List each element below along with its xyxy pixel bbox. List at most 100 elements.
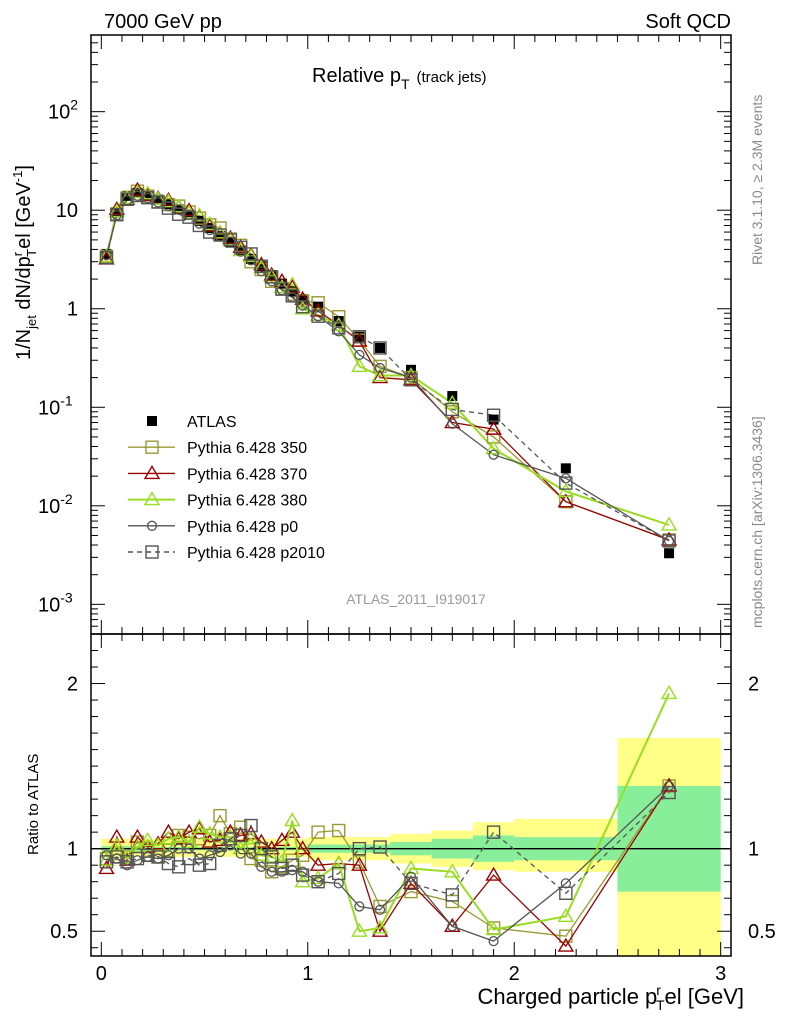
marker-s5-p22: [352, 330, 367, 344]
marker-s3-p1: [108, 203, 126, 218]
marker-s0-p10: [204, 222, 215, 233]
ratio-marker-s1-p17: [273, 832, 291, 847]
ratio-marker-s4-p24: [404, 876, 418, 891]
ratio-marker-s2-p7: [170, 828, 187, 843]
marker-s4-p0: [101, 249, 112, 261]
marker-s5-p12: [223, 233, 238, 247]
ratio-marker-s4-p2: [120, 855, 134, 869]
marker-s4-p25: [447, 418, 458, 429]
rivet-version-label: Rivet 3.1.10, ≥ 2.3M events: [749, 95, 765, 265]
marker-s3-p28: [660, 516, 678, 531]
marker-s5-p2: [120, 192, 134, 207]
legend-label-3: Pythia 6.428 380: [187, 493, 307, 510]
marker-s3-p25: [444, 394, 461, 409]
ratio-marker-s1-p19: [294, 840, 311, 855]
plot-title: Relative pT (track jets): [312, 65, 487, 92]
marker-s0-p21: [333, 316, 344, 327]
marker-s0-p13: [235, 245, 246, 256]
marker-s0-p6: [163, 199, 174, 210]
ratio-marker-s4-p13: [233, 828, 248, 843]
y-tick-label-3: 1: [67, 299, 78, 321]
marker-s0-p14: [246, 253, 256, 264]
ratio-marker-s2-p23: [371, 919, 389, 934]
marker-s2-p19: [294, 290, 311, 305]
ratio-marker-s0-p21: [332, 823, 346, 838]
ratio-marker-s3-p25: [447, 921, 458, 932]
marker-s0-p23: [375, 342, 386, 353]
ratio-y-tick-label-left-0: 0.5: [50, 921, 78, 943]
marker-s2-p26: [485, 420, 502, 435]
marker-s2-p8: [180, 202, 198, 217]
marker-s5-p4: [141, 190, 155, 205]
marker-s0-p3: [132, 187, 143, 198]
legend-item-1: Pythia 6.428 350: [128, 440, 307, 457]
ratio-marker-s2-p16: [263, 848, 280, 863]
ratio-marker-s1-p6: [160, 823, 177, 838]
series-line-1: [105, 190, 670, 541]
marker-s3-p3: [129, 184, 146, 199]
ratio-marker-s2-p26: [485, 921, 502, 936]
ratio-marker-s2-p11: [211, 828, 229, 843]
marker-s0-p18: [287, 286, 298, 297]
ratio-y-tick-label-left-1: 1: [67, 839, 78, 861]
ratio-marker-s2-p10: [201, 825, 218, 840]
marker-s0-p0: [101, 248, 112, 259]
ratio-y-tick-label-right-1: 1: [748, 839, 759, 861]
marker-s2-p15: [253, 256, 270, 271]
marker-s5-p8: [182, 210, 196, 224]
legend-label-5: Pythia 6.428 p2010: [187, 545, 325, 562]
ratio-marker-s2-p0: [98, 851, 115, 866]
ratio-marker-s1-p22: [351, 856, 368, 871]
ratio-line-4: [106, 792, 670, 896]
ratio-marker-s2-p22: [351, 922, 368, 937]
ratio-marker-s2-p2: [118, 850, 136, 865]
legend-item-4: Pythia 6.428 p0: [128, 519, 298, 536]
ratio-marker-s2-p28: [660, 685, 678, 700]
marker-s4-p22: [354, 349, 365, 361]
marker-s5-p21: [332, 321, 346, 335]
ratio-marker-s4-p14: [244, 818, 258, 833]
ratio-marker-s2-p21: [330, 855, 347, 870]
marker-s0-p22: [354, 331, 365, 342]
marker-s3-p10: [201, 215, 218, 230]
marker-s0-p4: [142, 190, 153, 201]
marker-s3-p5: [149, 190, 167, 205]
marker-s2-p16: [263, 266, 280, 281]
marker-s5-p14: [244, 247, 258, 261]
marker-s5-p28: [662, 534, 676, 548]
marker-s5-p20: [311, 309, 325, 323]
marker-s4-p26: [488, 449, 499, 460]
legend-label-0: ATLAS: [187, 414, 237, 431]
ratio-marker-s3-p22: [354, 901, 365, 912]
ratio-marker-s1-p16: [263, 840, 280, 855]
ratio-marker-s4-p21: [332, 866, 346, 881]
marker-s4-p1: [111, 210, 122, 221]
ratio-line-2: [105, 693, 670, 933]
ratio-marker-s4-p12: [223, 832, 238, 846]
marker-s2-p24: [402, 371, 420, 386]
marker-s5-p26: [486, 408, 501, 422]
ratio-marker-s4-p19: [295, 868, 310, 882]
ratio-marker-s3-p23: [374, 904, 386, 915]
legend-item-2: Pythia 6.428 370: [128, 465, 307, 483]
marker-s5-p1: [110, 208, 124, 222]
ratio-marker-s4-p0: [99, 855, 114, 869]
y-tick-label-1: 10-2: [38, 491, 73, 518]
legend-item-5: Pythia 6.428 p2010: [128, 545, 325, 562]
marker-s5-p24: [404, 373, 418, 387]
main-y-axis-label: 1/Njet dN/dprTel [GeV-1]: [10, 165, 39, 360]
ratio-marker-s0-p11: [213, 808, 227, 823]
ratio-marker-s2-p9: [191, 818, 208, 833]
legend-item-3: Pythia 6.428 380: [128, 491, 307, 510]
marker-s5-p17: [275, 282, 289, 296]
header-left: 7000 GeV pp: [104, 11, 222, 33]
ratio-marker-s2-p20: [309, 870, 327, 885]
ratio-marker-s2-p27: [557, 907, 575, 923]
legend-label-1: Pythia 6.428 350: [187, 440, 307, 457]
ratio-marker-s4-p6: [161, 856, 176, 871]
marker-s0-p27: [560, 463, 571, 474]
ratio-marker-s3-p13: [235, 848, 246, 859]
x-tick-label-0: 0: [96, 963, 107, 985]
marker-s4-p23: [374, 362, 386, 374]
y-tick-label-2: 10-1: [38, 392, 73, 419]
